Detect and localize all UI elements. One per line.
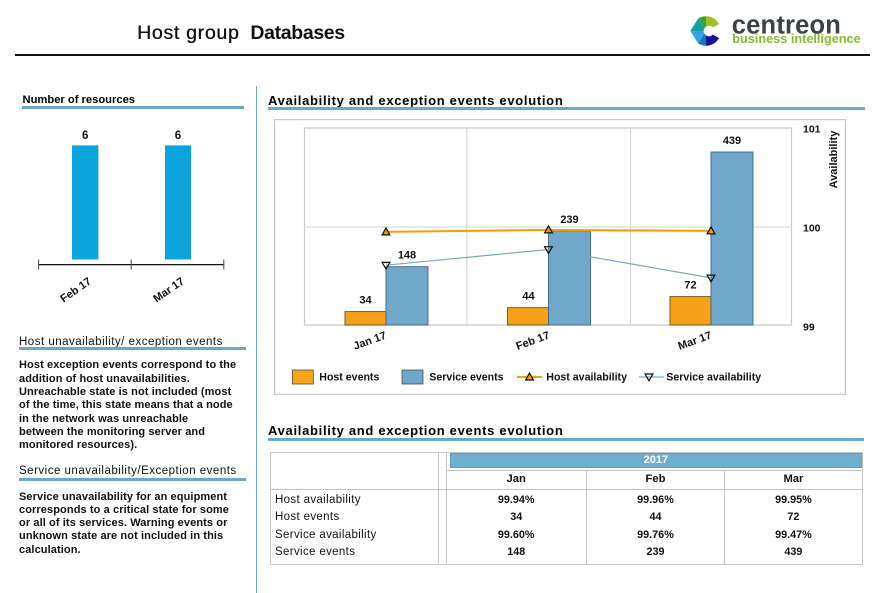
svg-text:439: 439 <box>723 135 741 147</box>
svg-text:239: 239 <box>560 214 578 226</box>
svg-text:72: 72 <box>684 280 696 292</box>
svg-text:34: 34 <box>359 295 372 307</box>
svg-text:99: 99 <box>803 322 815 334</box>
svg-text:Mar 17: Mar 17 <box>151 275 186 305</box>
svg-text:Service availability: Service availability <box>666 372 761 384</box>
svg-text:Host availability: Host availability <box>546 372 627 384</box>
svg-text:44: 44 <box>522 291 535 303</box>
svg-text:Availability: Availability <box>828 130 840 189</box>
svg-text:centreon: centreon <box>732 13 841 39</box>
svg-text:business intelligence: business intelligence <box>732 32 860 46</box>
svg-text:Mar 17: Mar 17 <box>677 330 714 353</box>
svg-text:6: 6 <box>175 130 181 142</box>
svg-text:148: 148 <box>398 250 416 262</box>
svg-text:Feb 17: Feb 17 <box>515 330 552 353</box>
svg-text:Jan 17: Jan 17 <box>352 330 388 353</box>
svg-text:Host events: Host events <box>319 372 379 384</box>
svg-text:Service events: Service events <box>429 372 503 384</box>
svg-text:101: 101 <box>803 124 821 136</box>
svg-text:100: 100 <box>803 223 821 235</box>
svg-text:6: 6 <box>82 130 88 142</box>
svg-text:Feb 17: Feb 17 <box>58 275 93 305</box>
